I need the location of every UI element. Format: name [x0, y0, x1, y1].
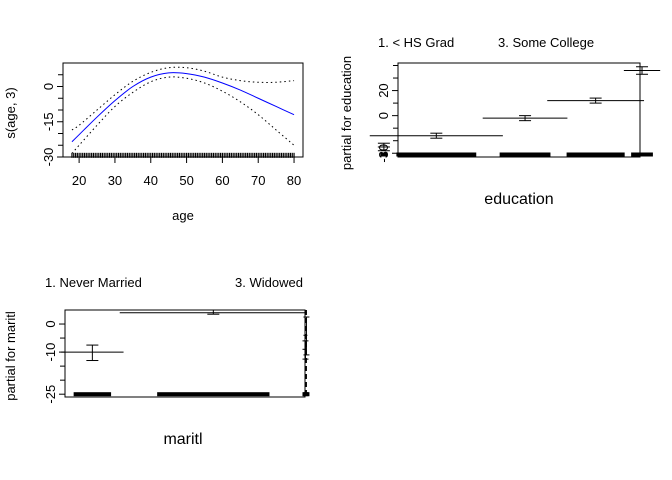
education-y-tick-label: -30: [376, 144, 391, 163]
age-x-tick-label: 20: [72, 173, 86, 188]
maritl-ylabel: partial for maritl: [3, 311, 18, 401]
age-upper-line: [71, 66, 295, 131]
education-plot-frame: [397, 62, 641, 158]
age-x-tick-label: 40: [144, 173, 158, 188]
education-ylabel: partial for education: [339, 56, 354, 170]
maritl-xlabel: maritl: [163, 431, 202, 448]
maritl-panel: 1. Never Married 3. Widowed -25 -10 0 maritl…: [3, 275, 310, 448]
age-x-tick-label: 80: [287, 173, 301, 188]
education-y-tick-label: 20: [376, 83, 391, 97]
education-category-label: 1. < HS Grad: [378, 35, 454, 50]
age-plot-frame: [62, 62, 304, 158]
age-y-tick-label: 0: [41, 83, 56, 90]
education-xlabel: education: [484, 191, 553, 208]
age-xlabel: age: [172, 208, 194, 223]
education-category-label: 3. Some College: [498, 35, 594, 50]
education-rug-block: [499, 152, 551, 157]
maritl-rug-block: [73, 392, 112, 397]
education-rug-block: [380, 152, 388, 157]
education-panel: 1. < HS Grad 3. Some College -30 0 20 educat…: [339, 35, 661, 208]
age-ylabel: s(age, 3): [3, 87, 18, 138]
education-rug-block: [631, 152, 653, 157]
maritl-category-label: 1. Never Married: [45, 275, 142, 290]
education-rug-block: [396, 152, 477, 157]
age-x-tick-label: 70: [251, 173, 265, 188]
age-x-tick-label: 50: [179, 173, 193, 188]
age-panel: 20 30 40 50 60 70 80 -30 -15 0 age s(age, 3): [3, 62, 304, 223]
age-fit-line: [71, 72, 295, 143]
maritl-rug-block: [157, 392, 270, 397]
age-x-tick-label: 30: [108, 173, 122, 188]
maritl-plot-frame: [64, 309, 306, 398]
maritl-category-label: 3. Widowed: [235, 275, 303, 290]
maritl-y-tick-label: 0: [43, 320, 58, 327]
age-x-tick-label: 60: [215, 173, 229, 188]
education-rug-block: [566, 152, 625, 157]
maritl-y-tick-label: -25: [43, 385, 58, 404]
age-y-tick-label: -30: [41, 148, 56, 167]
age-y-tick-label: -15: [41, 112, 56, 131]
age-lower-line: [71, 76, 295, 154]
maritl-y-tick-label: -10: [43, 343, 58, 362]
education-y-tick-label: 0: [376, 112, 391, 119]
